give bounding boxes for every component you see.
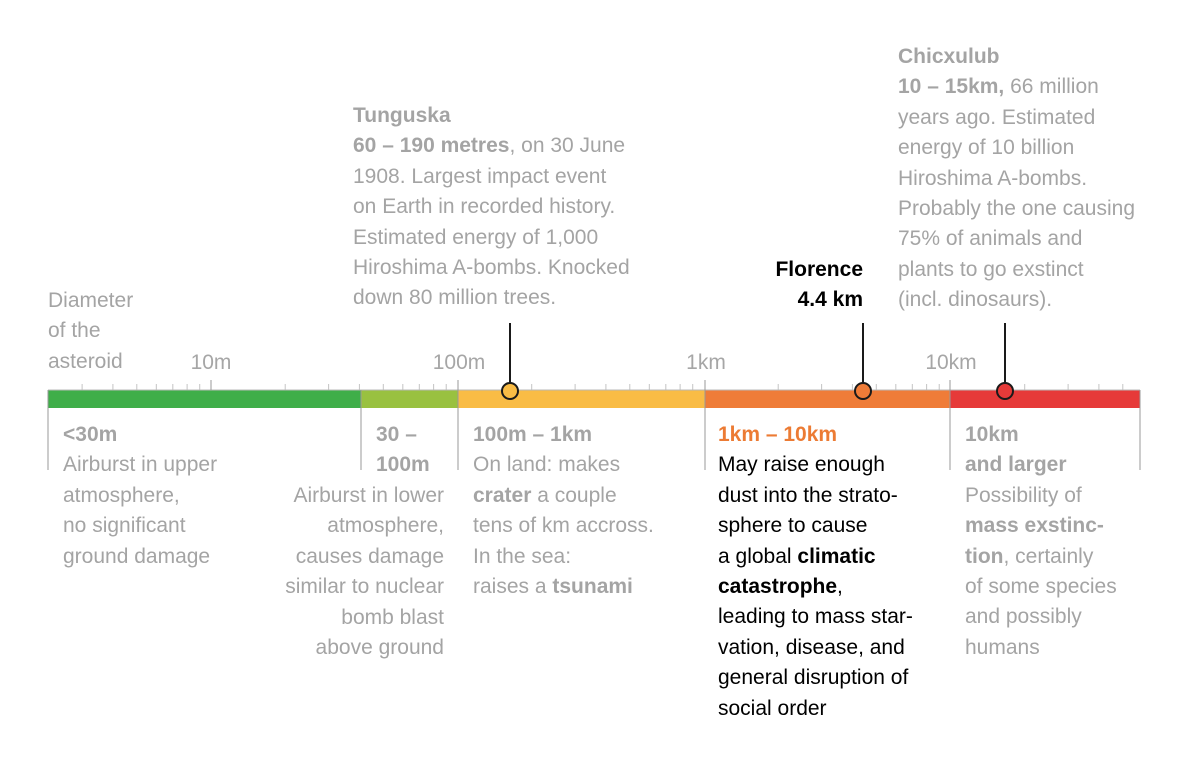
category-title: 100m – 1km (473, 423, 593, 446)
tunguska-desc: on Earth in recorded history. (353, 195, 616, 219)
category-desc: Airburst in upper (63, 453, 218, 477)
category-title: 10km (965, 423, 1019, 446)
category-desc: dust into the strato- (718, 483, 898, 507)
tunguska-desc: , on 30 June (509, 134, 626, 158)
axis-title-line: asteroid (48, 349, 123, 373)
florence-annotation: Florence 4.4 km (700, 255, 863, 316)
category-keyword: crater (473, 483, 532, 507)
chicxulub-desc: 75% of animals and (898, 227, 1083, 251)
chicxulub-desc: (incl. dinosaurs). (898, 288, 1053, 312)
category-desc: no significant (63, 514, 186, 538)
category-title: and larger (965, 453, 1067, 477)
segment-under-30m (48, 390, 361, 408)
category-desc: similar to nuclear (285, 575, 444, 599)
category-desc: vation, disease, and (718, 635, 905, 659)
chicxulub-name: Chicxulub (898, 45, 1000, 68)
category-desc: a global (718, 544, 798, 568)
chicxulub-marker (996, 382, 1014, 400)
chicxulub-desc: energy of 10 billion (898, 136, 1075, 160)
tunguska-desc: down 80 million trees. (353, 286, 557, 310)
category-desc: Airburst in lower (293, 484, 444, 507)
chicxulub-desc: plants to go exstinct (898, 257, 1084, 281)
segment-30-100m (361, 390, 458, 408)
florence-marker (854, 382, 872, 400)
category-desc: causes damage (295, 544, 444, 568)
tunguska-annotation: Tunguska 60 – 190 metres, on 30 June 190… (353, 101, 630, 314)
tunguska-size: 60 – 190 metres (353, 134, 510, 158)
category-title: <30m (63, 423, 118, 446)
tick-label-10km: 10km (925, 351, 977, 374)
category-desc: humans (965, 635, 1040, 659)
category-keyword: mass exstinc- (965, 514, 1104, 538)
category-desc: and possibly (965, 605, 1082, 629)
chicxulub-desc: Probably the one causing (898, 197, 1135, 221)
tick-label-1km: 1km (686, 351, 726, 374)
category-desc: atmosphere, (63, 483, 180, 507)
axis-title-line: Diameter (48, 289, 134, 312)
category-desc: general disruption of (718, 666, 909, 690)
segment-10km-plus (950, 390, 1140, 408)
category-desc: bomb blast (341, 605, 444, 629)
tick-label-10m: 10m (190, 351, 232, 374)
segment-1-10km (705, 390, 950, 408)
segment-100m-1km (458, 390, 705, 408)
florence-size: 4.4 km (797, 288, 863, 312)
category-desc: Possibility of (965, 483, 1082, 507)
category-title: 1km – 10km (718, 423, 838, 446)
tunguska-name: Tunguska (353, 104, 451, 127)
category-title: 100m (376, 453, 430, 477)
category-100m-1km: 100m – 1km On land: makes crater a coupl… (473, 420, 654, 602)
axis-title: Diameter of the asteroid (48, 286, 133, 377)
category-30-100m-desc: Airburst in lower atmosphere, causes dam… (240, 481, 444, 663)
tunguska-desc: 1908. Largest impact event (353, 164, 607, 188)
tunguska-desc: Estimated energy of 1,000 (353, 225, 599, 249)
category-keyword: tsunami (552, 575, 633, 599)
category-desc: In the sea: (473, 544, 572, 568)
category-1-10km: 1km – 10km May raise enough dust into th… (718, 420, 913, 724)
chicxulub-annotation: Chicxulub 10 – 15km, 66 million years ag… (898, 42, 1135, 316)
chicxulub-size: 10 – 15km, (898, 75, 1005, 99)
category-desc: tens of km accross. (473, 514, 654, 538)
category-desc: raises a (473, 575, 553, 599)
category-desc: of some species (965, 575, 1117, 599)
category-title: 30 – (376, 423, 417, 446)
category-desc: On land: makes (473, 453, 621, 477)
chicxulub-desc: 66 million (1004, 75, 1099, 99)
category-desc: May raise enough (718, 453, 885, 477)
category-under-30m: <30m Airburst in upper atmosphere, no si… (63, 420, 217, 572)
category-keyword: climatic (797, 544, 876, 568)
florence-name: Florence (775, 258, 863, 281)
tunguska-marker (501, 382, 519, 400)
tunguska-desc: Hiroshima A-bombs. Knocked (353, 256, 630, 280)
category-keyword: catastrophe (718, 575, 838, 599)
category-desc: above ground (315, 636, 444, 660)
category-10km-plus: 10km and larger Possibility of mass exst… (965, 420, 1117, 663)
category-desc: , certainly (1003, 544, 1094, 568)
tick-label-100m: 100m (432, 351, 486, 374)
chicxulub-desc: years ago. Estimated (898, 105, 1096, 129)
category-30-100m-title: 30 – 100m (376, 420, 430, 481)
log-ticks (81, 384, 1124, 390)
category-desc: social order (718, 696, 827, 720)
category-keyword: tion (965, 544, 1004, 568)
category-desc: ground damage (63, 544, 211, 568)
chicxulub-desc: Hiroshima A-bombs. (898, 166, 1088, 190)
category-desc: sphere to cause (718, 514, 868, 538)
axis-title-line: of the (48, 319, 101, 343)
category-desc: a couple (531, 483, 617, 507)
category-desc: atmosphere, (327, 514, 444, 538)
category-desc: leading to mass star- (718, 605, 913, 629)
category-desc: , (837, 575, 843, 599)
